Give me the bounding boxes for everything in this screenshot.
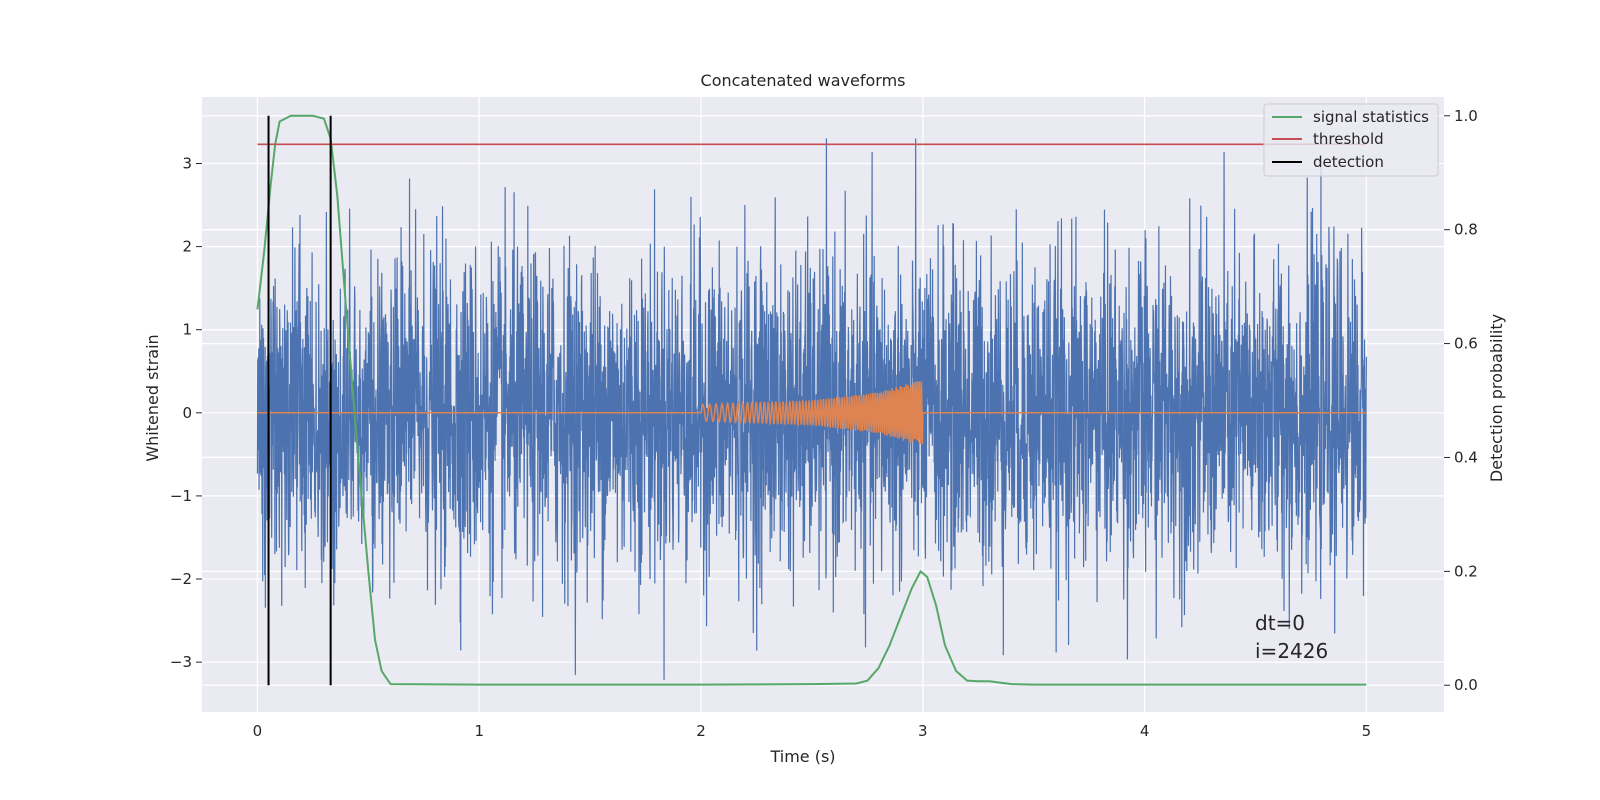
y-axis-label: Whitened strain	[143, 334, 162, 461]
y-tick-label: −3	[170, 653, 192, 671]
signal-statistics-line	[256, 114, 1367, 686]
y2-tick-label: 0.4	[1454, 448, 1478, 466]
annotation-dt: dt=0	[1255, 611, 1305, 635]
legend-label-threshold: threshold	[1313, 130, 1384, 148]
y-tick-label: 0	[182, 404, 192, 422]
axes-layer: 0 1 2 3 4 5 3 2 1 0 −1 −2 −3 1.0 0.8 0.6 0.4 0.2 0.0	[170, 107, 1478, 740]
annotation-index: i=2426	[1255, 639, 1328, 663]
x-tick-label: 5	[1362, 722, 1372, 740]
series-layer	[256, 114, 1367, 686]
whitened-strain-line	[256, 138, 1367, 680]
y-tick-label: −1	[170, 487, 192, 505]
y2-tick-label: 0.2	[1454, 562, 1478, 580]
legend-label-signal-statistics: signal statistics	[1313, 108, 1429, 126]
legend: signal statistics threshold detection	[1263, 103, 1439, 177]
x-axis-label: Time (s)	[769, 747, 835, 766]
x-tick-label: 1	[474, 722, 484, 740]
y2-tick-label: 0.0	[1454, 676, 1478, 694]
x-tick-label: 4	[1140, 722, 1150, 740]
y-tick-label: 3	[182, 154, 192, 172]
legend-frame	[1263, 103, 1439, 177]
y-tick-label: −2	[170, 570, 192, 588]
y2-tick-label: 1.0	[1454, 107, 1478, 125]
chirp-signal-line	[257, 381, 1367, 445]
x-tick-label: 0	[253, 722, 263, 740]
y-tick-label: 2	[182, 238, 192, 256]
legend-label-detection: detection	[1313, 153, 1384, 171]
y-tick-label: 1	[182, 321, 192, 339]
y2-tick-label: 0.8	[1454, 221, 1478, 239]
y2-axis-label: Detection probability	[1487, 314, 1506, 482]
x-tick-label: 3	[918, 722, 928, 740]
chart-title: Concatenated waveforms	[701, 71, 906, 90]
y2-tick-label: 0.6	[1454, 335, 1478, 353]
x-tick-label: 2	[696, 722, 706, 740]
